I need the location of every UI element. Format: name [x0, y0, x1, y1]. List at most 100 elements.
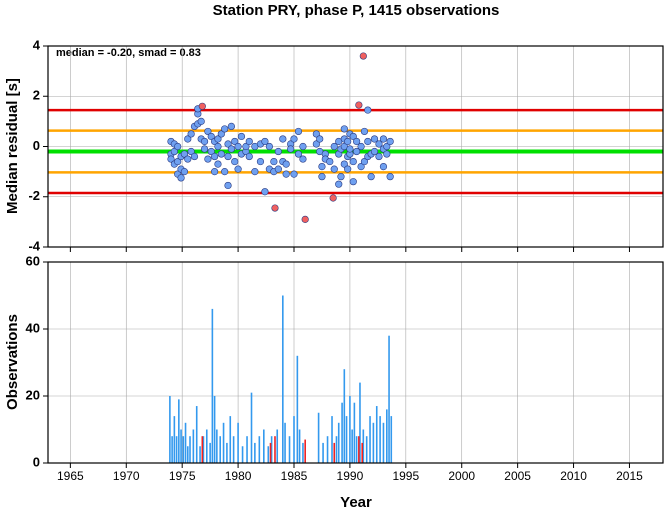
- data-point: [271, 204, 279, 212]
- bar: [171, 436, 173, 463]
- bar: [241, 446, 244, 463]
- bar: [173, 416, 176, 463]
- data-point: [214, 160, 222, 168]
- bar: [296, 355, 299, 463]
- data-point: [301, 215, 309, 223]
- data-point: [318, 163, 326, 171]
- bar: [201, 436, 204, 463]
- data-point: [386, 137, 394, 146]
- data-point: [234, 142, 242, 151]
- bar: [379, 416, 381, 463]
- data-point: [279, 135, 287, 143]
- bar: [369, 416, 371, 463]
- data-point: [224, 140, 232, 148]
- bar: [211, 308, 214, 463]
- bar: [288, 436, 291, 463]
- bar: [353, 402, 356, 463]
- bar: [365, 436, 368, 463]
- bar: [222, 422, 225, 463]
- bar: [219, 436, 221, 463]
- bar: [331, 416, 333, 463]
- annotation: median = -0.20, smad = 0.83: [56, 47, 201, 59]
- bar: [189, 436, 191, 463]
- data-point: [386, 173, 394, 181]
- data-point: [383, 142, 391, 151]
- data-point: [299, 142, 307, 151]
- bar: [359, 382, 361, 463]
- data-point: [207, 147, 215, 156]
- data-point: [274, 165, 282, 173]
- bar: [382, 422, 385, 463]
- bar: [351, 429, 353, 463]
- data-point: [379, 135, 388, 143]
- data-point: [180, 168, 189, 176]
- data-point: [355, 101, 363, 109]
- data-point: [370, 135, 379, 143]
- data-point: [170, 147, 178, 156]
- data-point: [187, 130, 195, 138]
- bar: [237, 422, 239, 463]
- bar: [361, 442, 364, 463]
- data-point: [211, 152, 219, 161]
- data-point: [335, 180, 343, 188]
- data-point: [180, 150, 189, 158]
- bar: [386, 409, 388, 463]
- data-point: [204, 127, 212, 136]
- y-axis-label: Observations: [4, 314, 21, 410]
- data-point: [353, 137, 361, 146]
- data-point: [224, 181, 232, 190]
- data-point: [353, 147, 361, 156]
- y-tick-label: 2: [33, 88, 40, 103]
- data-point: [330, 142, 338, 151]
- data-point: [261, 137, 269, 146]
- bar: [250, 392, 253, 463]
- y-tick-label: -4: [28, 238, 40, 253]
- y-tick-label: 0: [33, 138, 40, 153]
- data-point: [227, 122, 235, 130]
- data-point: [198, 102, 206, 110]
- bar: [216, 429, 218, 463]
- bar: [182, 436, 185, 463]
- data-point: [270, 157, 278, 166]
- data-point: [234, 165, 242, 173]
- x-tick-label: 2005: [504, 469, 531, 483]
- bar: [302, 442, 304, 463]
- bar: [333, 442, 336, 463]
- bar: [254, 442, 256, 463]
- data-point: [294, 127, 303, 136]
- data-point: [261, 188, 269, 196]
- x-tick-label: 1965: [57, 469, 84, 483]
- chart-title: Station PRY, phase P, 1415 observations: [213, 2, 500, 19]
- data-point: [357, 163, 365, 171]
- bar: [372, 422, 375, 463]
- data-point: [383, 150, 391, 158]
- data-point: [184, 155, 192, 163]
- bar: [202, 436, 205, 463]
- bar: [326, 436, 329, 463]
- data-point: [290, 135, 298, 143]
- bar: [209, 442, 211, 463]
- data-point: [340, 125, 348, 133]
- data-point: [204, 155, 212, 163]
- x-tick-label: 2010: [560, 469, 587, 483]
- data-point: [237, 132, 246, 141]
- bar: [337, 422, 340, 463]
- bar: [246, 436, 248, 463]
- x-tick-label: 2015: [616, 469, 643, 483]
- bar: [195, 406, 198, 463]
- data-point: [379, 163, 388, 171]
- data-point: [224, 152, 232, 161]
- data-point: [329, 194, 337, 202]
- x-tick-label: 1975: [169, 469, 196, 483]
- x-axis-label: Year: [340, 494, 372, 511]
- data-point: [349, 132, 357, 141]
- bar: [343, 369, 346, 463]
- data-point: [375, 152, 383, 161]
- bar: [169, 396, 171, 463]
- x-tick-label: 1995: [392, 469, 419, 483]
- bar: [199, 446, 201, 463]
- bar: [335, 436, 338, 463]
- bar: [390, 416, 393, 463]
- y-tick-label: -2: [28, 188, 40, 203]
- data-point: [197, 117, 205, 125]
